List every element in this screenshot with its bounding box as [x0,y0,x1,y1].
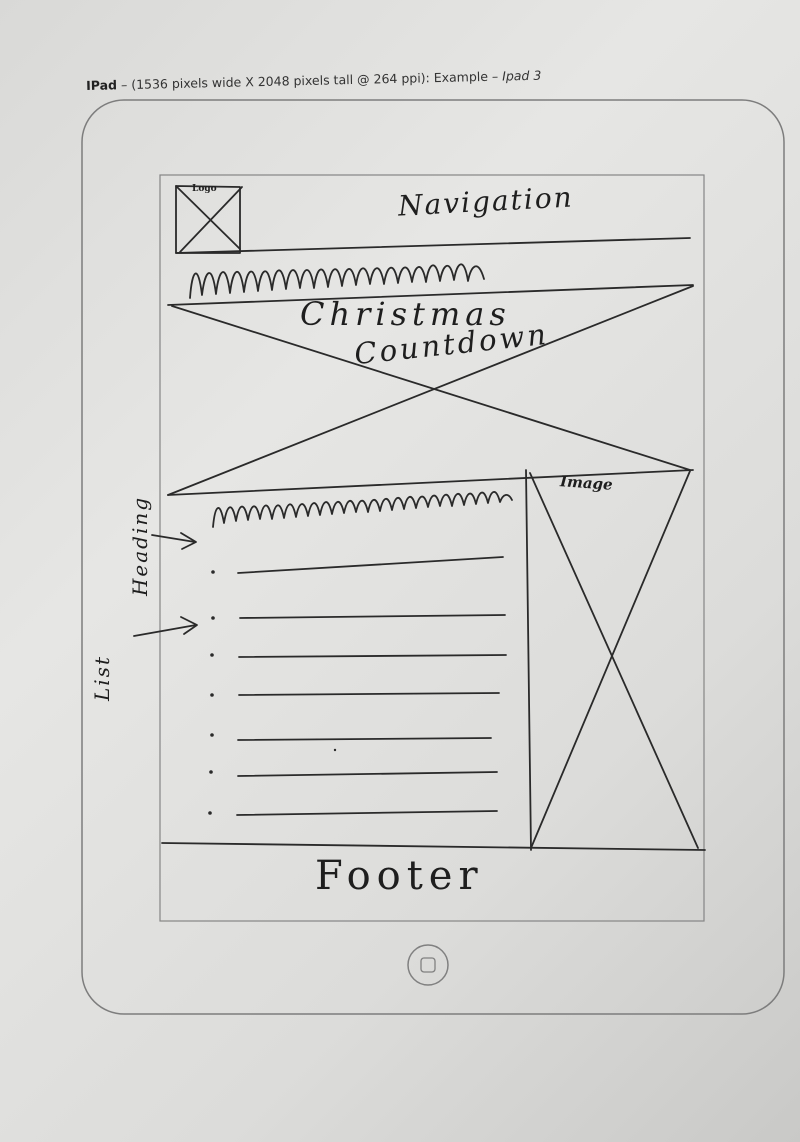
heading-arrow-head [180,532,197,550]
heading-annotation: Heading [128,495,152,597]
list-arrow-shaft [133,624,197,637]
image-label: Image [559,472,614,494]
subheading-scribble [189,263,485,299]
home-button-icon [407,944,449,986]
list-bullet [210,733,214,737]
logo-placeholder-cross [175,185,243,253]
heading-arrow-shaft [151,534,196,543]
list-bullet [211,616,215,620]
logo-label: Logo [192,184,217,194]
list-line-3 [238,654,507,658]
hero-cross-line-1 [171,305,691,471]
content-heading-scribble [212,491,513,528]
home-button-square [420,957,436,973]
ipad-screen-outline [159,174,705,922]
list-bullet [211,570,215,574]
list-line-2 [239,614,506,619]
footer-divider [161,842,706,851]
list-bullet [210,693,214,697]
hero-title-line1: Christmas [300,295,511,333]
logo-box [175,185,241,254]
content-divider [525,469,532,851]
hero-top-edge [167,284,694,306]
hero-bottom-edge [167,469,694,496]
footer-label: Footer [315,853,484,899]
list-bullet [209,770,213,774]
list-line-1 [237,556,504,574]
list-line-7 [236,810,498,816]
list-line-4 [238,692,500,696]
list-bullet [210,653,214,657]
list-annotation: List [90,655,114,701]
stray-dot [333,748,337,752]
list-bullet [208,811,212,815]
list-line-6 [237,771,498,777]
ipad-device-outline [81,99,785,1015]
list-arrow-head [180,616,198,635]
hero-cross-line-2 [167,285,694,496]
image-cross-line-2 [530,470,691,849]
list-line-5 [237,737,492,741]
navigation-divider [175,237,691,254]
image-cross-line-1 [529,472,699,849]
